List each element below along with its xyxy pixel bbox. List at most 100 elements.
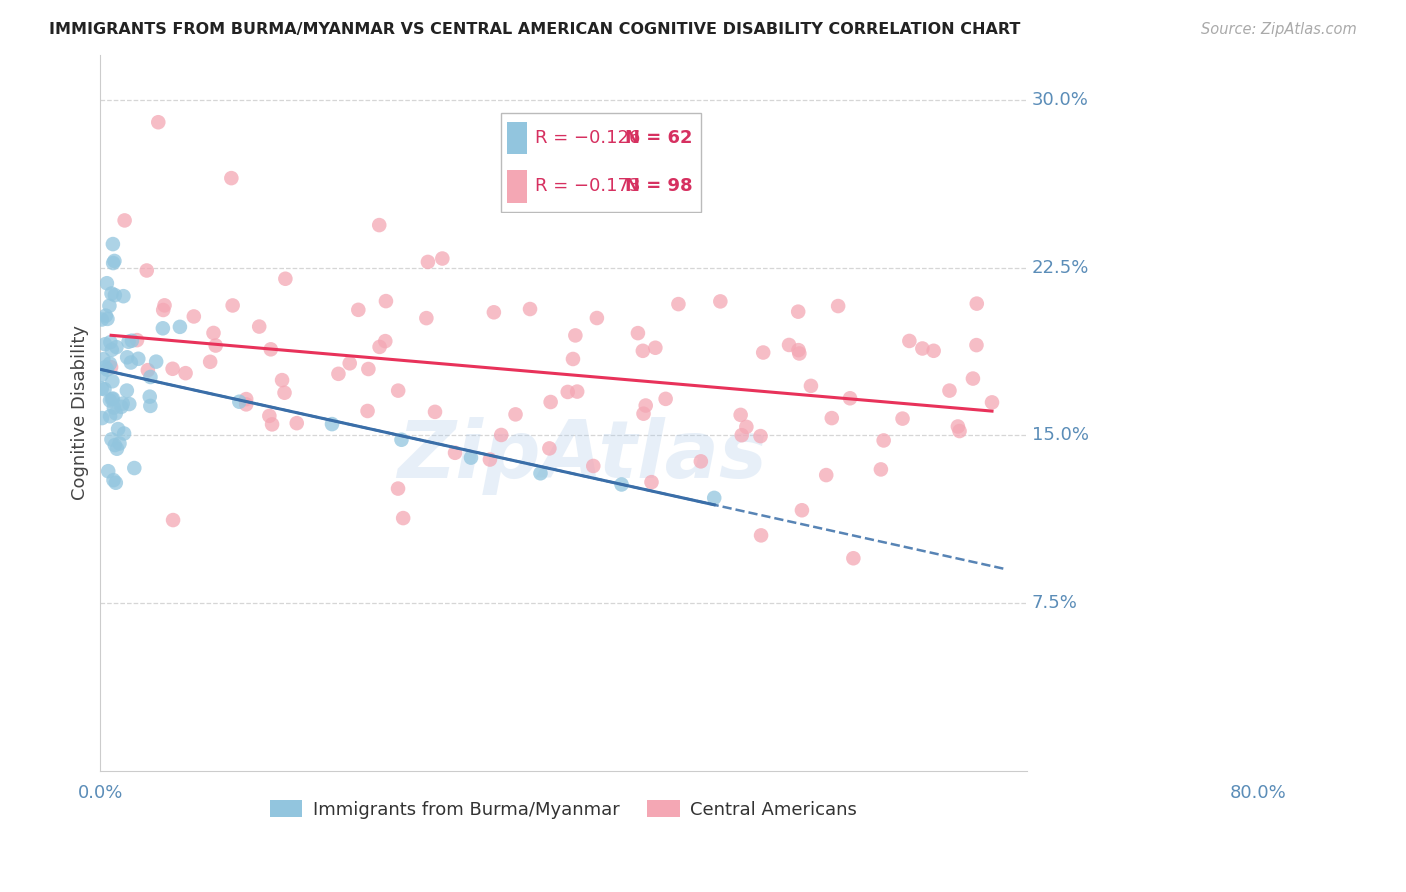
Point xyxy=(540,395,562,409)
Point xyxy=(709,294,731,309)
Point xyxy=(842,551,865,566)
Point xyxy=(98,335,121,350)
Point xyxy=(529,467,551,481)
Point xyxy=(519,301,541,316)
Point xyxy=(139,399,162,413)
Point xyxy=(127,351,149,366)
Point xyxy=(110,400,132,414)
Point xyxy=(98,299,121,313)
Point xyxy=(735,420,758,434)
Point xyxy=(153,298,176,312)
Point xyxy=(416,255,439,269)
Text: 0.0%: 0.0% xyxy=(77,783,124,802)
Point xyxy=(562,351,585,366)
Point xyxy=(145,354,167,368)
Point xyxy=(121,334,143,348)
Point xyxy=(285,416,308,430)
Point xyxy=(104,406,127,420)
Point xyxy=(221,298,243,312)
Point xyxy=(460,450,482,465)
Point xyxy=(634,399,657,413)
Point xyxy=(787,343,810,358)
Point xyxy=(117,334,139,349)
Point xyxy=(94,360,117,375)
Point xyxy=(101,343,124,357)
Point xyxy=(103,254,125,268)
Point xyxy=(872,434,894,448)
Point xyxy=(104,288,127,302)
Point xyxy=(247,319,270,334)
Point xyxy=(273,385,295,400)
Point xyxy=(96,362,118,376)
Point xyxy=(139,390,162,404)
Point xyxy=(789,346,811,360)
Point xyxy=(274,272,297,286)
Point xyxy=(357,362,380,376)
Point xyxy=(104,475,127,490)
Point xyxy=(489,428,512,442)
Text: 15.0%: 15.0% xyxy=(1032,426,1088,444)
Point xyxy=(162,513,184,527)
Point xyxy=(100,286,122,301)
Point xyxy=(567,384,589,399)
Point xyxy=(946,419,969,434)
Point xyxy=(557,384,579,399)
Point xyxy=(800,379,823,393)
Point xyxy=(100,360,122,375)
Point xyxy=(374,334,396,348)
Point xyxy=(387,384,409,398)
Point xyxy=(174,366,197,380)
Point xyxy=(115,384,138,398)
Y-axis label: Cognitive Disability: Cognitive Disability xyxy=(72,326,89,500)
Point xyxy=(235,392,257,406)
Point xyxy=(124,461,146,475)
Point xyxy=(432,252,454,266)
Point xyxy=(368,340,391,354)
Point xyxy=(101,374,124,388)
Point xyxy=(749,528,772,542)
Point xyxy=(599,186,621,201)
Text: 80.0%: 80.0% xyxy=(1230,783,1286,802)
Point xyxy=(870,462,893,476)
Text: Source: ZipAtlas.com: Source: ZipAtlas.com xyxy=(1201,22,1357,37)
Point xyxy=(787,304,810,318)
Point xyxy=(259,409,281,423)
Point xyxy=(98,409,121,424)
Point xyxy=(631,343,654,358)
Point xyxy=(482,305,505,319)
Point xyxy=(98,393,121,408)
Point xyxy=(790,503,813,517)
Point xyxy=(703,491,725,505)
Point xyxy=(262,417,284,432)
Point xyxy=(107,422,129,436)
Point xyxy=(118,397,141,411)
Point xyxy=(478,452,501,467)
Point xyxy=(981,395,1004,409)
Point xyxy=(368,218,391,232)
Point xyxy=(582,458,605,473)
Point xyxy=(966,296,988,310)
Point xyxy=(922,343,945,358)
Point xyxy=(898,334,921,348)
Point xyxy=(169,319,191,334)
Point xyxy=(125,333,148,347)
Point xyxy=(891,411,914,425)
Point xyxy=(260,343,283,357)
Point xyxy=(387,482,409,496)
Point xyxy=(347,302,370,317)
Point xyxy=(90,382,112,396)
Point xyxy=(93,382,115,396)
Point xyxy=(321,417,343,431)
Point xyxy=(271,373,294,387)
Text: IMMIGRANTS FROM BURMA/MYANMAR VS CENTRAL AMERICAN COGNITIVE DISABILITY CORRELATI: IMMIGRANTS FROM BURMA/MYANMAR VS CENTRAL… xyxy=(49,22,1021,37)
Point xyxy=(444,446,467,460)
Point xyxy=(640,475,662,490)
Text: 7.5%: 7.5% xyxy=(1032,594,1077,612)
Point xyxy=(668,297,690,311)
Point xyxy=(778,338,800,352)
Point xyxy=(374,294,396,309)
Point xyxy=(105,442,128,456)
Point xyxy=(105,340,128,354)
Point xyxy=(586,311,609,326)
Point xyxy=(938,384,960,398)
